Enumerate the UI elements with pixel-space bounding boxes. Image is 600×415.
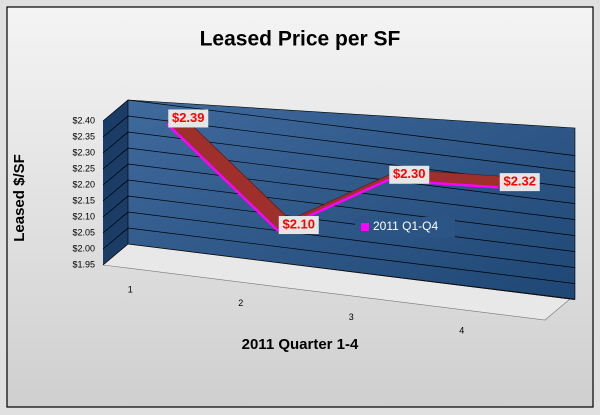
y-axis-title: Leased $/SF: [11, 154, 28, 242]
y-tick-label: $2.30: [72, 147, 95, 157]
y-tick-label: $2.25: [72, 163, 95, 173]
grid-line: [102, 163, 576, 220]
y-tick-label: $2.05: [72, 227, 95, 237]
grid-line: [102, 115, 576, 172]
data-label: $2.10: [278, 216, 319, 235]
y-tick-label: $2.15: [72, 195, 95, 205]
legend-box: [355, 217, 455, 237]
x-axis-title: 2011 Quarter 1-4: [242, 336, 359, 353]
data-label-text: $2.10: [282, 216, 315, 231]
x-tick-label: 2: [238, 298, 243, 308]
side-wall: [103, 100, 128, 265]
data-label-box: [168, 109, 209, 128]
data-label-text: $2.32: [503, 174, 536, 189]
plot: $1.95 $2.00 $2.05 $2.10 $2.15 $2.20 $2.25 $2.30…: [72, 99, 576, 336]
legend-swatch: [361, 223, 369, 231]
grid-line: [102, 243, 576, 300]
data-label: $2.30: [389, 165, 430, 184]
y-tick-label: $2.20: [72, 179, 95, 189]
x-tick-label: 4: [459, 326, 464, 336]
grid-line: [102, 147, 576, 204]
data-label-text: $2.30: [393, 166, 426, 181]
grid-line: [102, 211, 576, 268]
grid-line: [102, 227, 576, 284]
y-tick-label: $1.95: [72, 259, 95, 269]
y-tick-label: $2.00: [72, 243, 95, 253]
grid-line: [102, 99, 576, 156]
data-label-text: $2.39: [172, 110, 205, 125]
y-tick-label: $2.40: [72, 115, 95, 125]
y-tick-label: $2.10: [72, 211, 95, 221]
legend-label: 2011 Q1-Q4: [373, 219, 438, 233]
data-label: $2.32: [499, 173, 540, 192]
y-tick-label: $2.35: [72, 131, 95, 141]
x-tick-label: 3: [349, 312, 354, 322]
data-label-box: [499, 173, 540, 192]
x-tick-label: 1: [128, 284, 133, 294]
chart-title: Leased Price per SF: [200, 28, 401, 51]
data-label-box: [389, 165, 430, 184]
data-label-box: [278, 216, 319, 235]
data-label: $2.39: [168, 109, 209, 128]
line: [166, 122, 499, 232]
